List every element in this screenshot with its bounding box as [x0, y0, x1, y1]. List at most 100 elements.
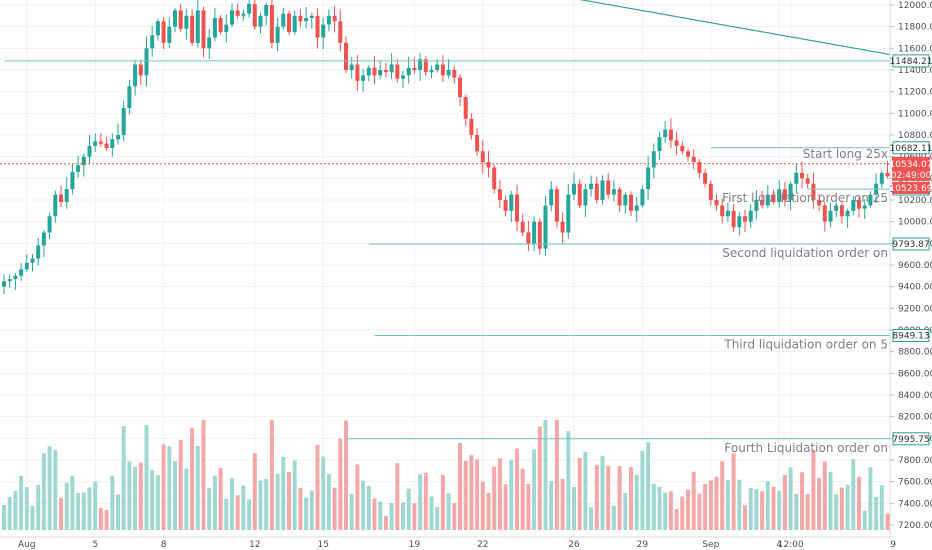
candle-body [663, 129, 668, 138]
price-badges: 10682.1110300.959793.878949.137995.75114… [890, 54, 932, 446]
volume-bar [629, 467, 633, 530]
volume-bar [24, 487, 29, 530]
candle-body [332, 15, 337, 22]
volume-bar [235, 495, 240, 530]
volume-bar [87, 487, 92, 530]
volume-bar [572, 487, 576, 530]
trend-line-group[interactable] [489, 0, 932, 102]
ytick-label: 11400.00 [898, 66, 932, 76]
volume-bar [800, 472, 804, 530]
candle-body [782, 189, 787, 200]
candle-body [617, 189, 622, 206]
volume-bar [338, 438, 343, 530]
candle-body [418, 59, 423, 70]
candle-body [87, 145, 92, 157]
volume-bar [389, 503, 394, 530]
volume-bar [594, 465, 599, 530]
candle-body [372, 67, 377, 76]
time-axis[interactable]: Aug 5 8 12 15 19 22 26 29 Sep 412:00 9 [0, 536, 896, 550]
candle-body [104, 143, 109, 148]
candle-body [515, 194, 519, 222]
ytick-label: 7400.00 [898, 499, 932, 509]
level-7995-badge-label: 7995.75 [892, 435, 929, 445]
volume-bar [885, 513, 890, 530]
volume-bar [429, 496, 434, 530]
candle-body [606, 180, 611, 195]
candle-body [452, 70, 457, 78]
candle-body [862, 205, 867, 209]
candle-body [737, 216, 742, 228]
candle-body [59, 194, 63, 203]
volume-bar [395, 463, 400, 530]
candle-body [304, 18, 309, 22]
volume-bar [862, 510, 867, 530]
candle-body [429, 70, 434, 73]
level-11484-badge [892, 54, 930, 68]
volume-bar [543, 420, 548, 530]
candle-body [247, 3, 252, 14]
candle-body [543, 205, 548, 249]
volume-bar [503, 484, 508, 530]
volume-bar [743, 505, 747, 530]
candle-body [116, 135, 120, 140]
volume-bar [7, 496, 12, 530]
candle-body [195, 10, 200, 43]
volume-bar [834, 494, 839, 530]
candle-body [748, 210, 753, 222]
candle-body [486, 162, 491, 168]
volume-bar [725, 479, 730, 530]
ytick-label: 10800.00 [898, 131, 932, 141]
candle-body [777, 189, 782, 203]
volume-bar [121, 425, 126, 530]
volume-bar [412, 503, 417, 530]
volume-bar [646, 441, 651, 530]
volume-bar [868, 467, 873, 530]
candle-body [560, 221, 565, 233]
candle-body [446, 70, 451, 76]
candle-body [212, 18, 217, 38]
candle-body [366, 67, 371, 76]
candle-body [184, 15, 189, 29]
candle-body [805, 178, 810, 184]
candle-body [754, 200, 759, 211]
candle-body [800, 172, 804, 179]
candle-body [577, 183, 582, 206]
candle-body [2, 281, 6, 287]
volume-bar [486, 493, 491, 530]
candle-body [839, 205, 844, 217]
volume-bar [537, 426, 542, 530]
volume-bar [458, 442, 462, 530]
low-price-label: 10523.69 [890, 184, 932, 194]
candle-body [361, 75, 366, 81]
candle-body [497, 189, 502, 200]
volume-bar [851, 459, 856, 530]
level-9793-badge [892, 237, 930, 251]
candle-body [765, 194, 770, 206]
xtick-label: Sep [702, 540, 719, 550]
volume-bar [406, 488, 411, 530]
price-axis[interactable]: 7200.007400.007600.007800.008000.008200.… [890, 1, 932, 531]
candle-body [435, 64, 440, 70]
candle-body [264, 5, 269, 16]
volume-bar [287, 472, 291, 530]
price-level-lines[interactable] [4, 60, 890, 440]
volume-bar [326, 473, 331, 530]
volume-bar [560, 479, 565, 530]
volume-bar [874, 496, 879, 530]
candle-body [207, 37, 212, 49]
candle-body [828, 210, 833, 222]
volume-bar [138, 462, 143, 530]
candle-body [623, 194, 628, 206]
candle-body [822, 205, 827, 222]
candle-body [532, 221, 537, 244]
xtick-label: 15 [317, 540, 328, 550]
volume-bar [606, 466, 611, 530]
price-axis-background[interactable] [890, 0, 932, 550]
volume-bar [224, 498, 229, 530]
volume-bar [321, 456, 326, 530]
ytick-label: 9600.00 [898, 261, 932, 271]
candle-body [36, 245, 41, 259]
candle-body [651, 151, 656, 168]
candle-body [668, 129, 673, 141]
